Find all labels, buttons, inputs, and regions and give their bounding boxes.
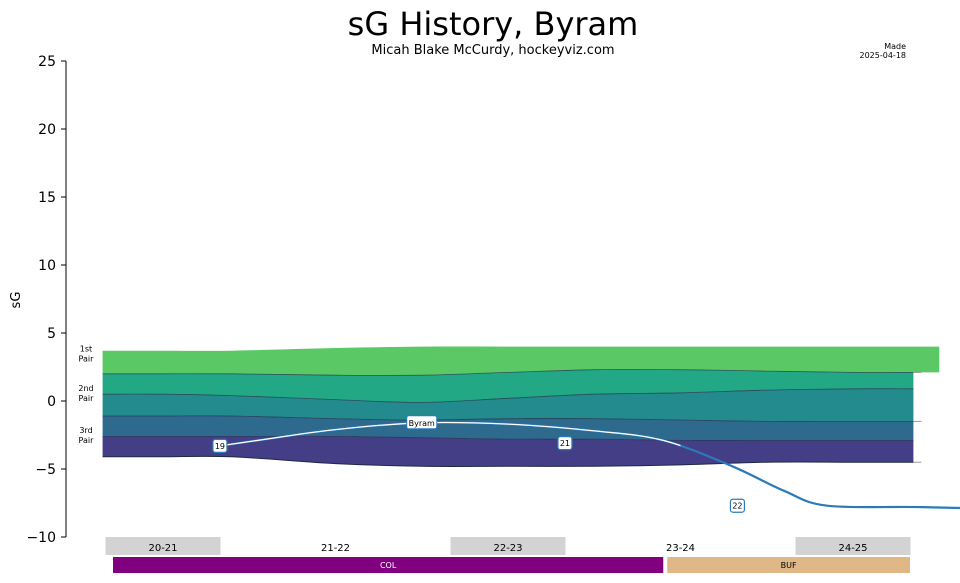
y-axis-label: sG <box>9 292 24 309</box>
band-bottom-edge <box>102 455 914 467</box>
player-name-box <box>406 415 438 430</box>
tier-label-3-line1: 3rd <box>79 426 92 435</box>
tier-label-1-line1: 1st <box>80 344 92 353</box>
player-line-group: Byram <box>219 415 960 510</box>
tier-label-2-line1: 2nd <box>78 384 93 393</box>
age-marker-22: 22 <box>732 502 742 511</box>
band-2 <box>102 369 914 403</box>
y-tick-label-5: 15 <box>38 190 56 206</box>
age-marker-box-2 <box>729 498 746 513</box>
season-label-24-25: 24-25 <box>838 543 867 554</box>
age-marker-19: 19 <box>215 442 225 451</box>
band-boundary-3 <box>102 415 914 422</box>
y-tick-label-4: 10 <box>38 258 56 274</box>
age-marker-box-1 <box>557 436 573 451</box>
season-label-21-22: 21-22 <box>321 543 350 554</box>
season-band-2 <box>450 537 566 555</box>
band-1 <box>102 346 940 376</box>
season-label-20-21: 20-21 <box>148 543 177 554</box>
chart-subtitle: Micah Blake McCurdy, hockeyviz.com <box>371 43 614 58</box>
age-markers: 19212223 <box>212 436 746 513</box>
season-label-22-23: 22-23 <box>493 543 522 554</box>
chart-title: sG History, Byram <box>348 5 639 43</box>
band-boundary-2 <box>102 388 914 403</box>
season-axis: 20-21 21-22 22-23 23-24 24-25 <box>105 537 911 555</box>
season-label-23-24: 23-24 <box>666 543 695 554</box>
y-tick-label-7: 25 <box>38 54 56 70</box>
made-date: 2025-04-18 <box>860 51 907 60</box>
band-3 <box>102 388 914 422</box>
band-boundary-4 <box>102 435 914 441</box>
team-bars: COL BUF <box>113 557 910 573</box>
tier-label-3-line2: Pair <box>79 436 95 445</box>
y-tick-label-6: 20 <box>38 122 56 138</box>
y-tick-label-3: 5 <box>47 326 56 342</box>
player-line-highlight <box>219 421 681 447</box>
team-label-buf: BUF <box>781 561 797 570</box>
season-band-4 <box>795 537 911 555</box>
player-name-label: Byram <box>409 419 435 428</box>
percentile-bands <box>102 346 940 467</box>
team-bar-col <box>113 557 664 573</box>
age-marker-box-0 <box>212 438 228 453</box>
team-bar-buf <box>667 557 910 573</box>
made-label: Made <box>884 42 906 51</box>
y-tick-label-0: −10 <box>26 530 56 546</box>
y-axis: −10 −5 0 5 10 15 20 25 <box>26 54 67 546</box>
tier-label-2-line2: Pair <box>79 394 95 403</box>
band-5 <box>102 436 914 467</box>
team-label-col: COL <box>380 561 397 570</box>
y-tick-label-1: −5 <box>35 462 56 478</box>
age-marker-21: 21 <box>560 439 570 448</box>
season-band-0 <box>105 537 221 555</box>
tier-label-1-line2: Pair <box>79 354 95 363</box>
y-tick-label-2: 0 <box>47 394 56 410</box>
band-boundary-1 <box>102 369 914 376</box>
